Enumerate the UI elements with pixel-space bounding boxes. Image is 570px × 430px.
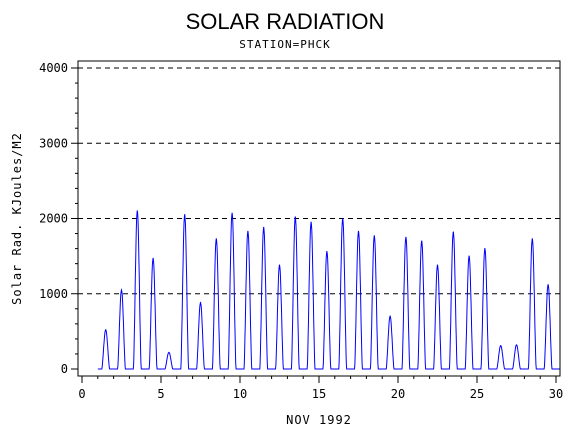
x-tick-label: 25 [470,387,484,401]
daily-peak-point [263,226,265,229]
chart-subtitle: STATION=PHCK [239,38,330,51]
daily-peak-point [294,216,296,218]
daily-peak-point [468,255,470,257]
daily-peak-point [168,351,170,354]
daily-peak-point [184,214,186,216]
daily-peak-point [136,210,138,212]
x-axis-label: NOV 1992 [286,413,352,427]
y-tick-label: 1000 [39,287,68,301]
daily-peak-point [531,238,533,240]
x-tick-label: 0 [78,387,85,401]
daily-peak-point [278,264,281,266]
daily-peak-point [484,248,486,250]
y-tick-label: 3000 [39,136,68,150]
daily-peak-point [421,240,423,242]
daily-peak-point [436,264,439,266]
daily-peak-point [547,284,549,286]
daily-peak-point [199,302,202,304]
daily-peak-point [247,230,249,232]
daily-peak-point [389,315,391,317]
series-line [97,210,560,370]
series-group [97,210,560,370]
x-axis: 0 5 10 15 20 25 30 [78,376,563,401]
daily-peak-point [342,217,344,220]
daily-peak-point [231,212,233,214]
y-axis-label: Solar Rad. KJoules/M2 [10,132,24,305]
daily-peak-point [357,230,360,232]
x-tick-label: 15 [312,387,326,401]
y-tick-label: 0 [61,362,68,376]
daily-peak-point [373,235,375,237]
y-tick-label: 4000 [39,61,68,75]
daily-peak-point [310,221,312,223]
daily-peak-point [105,329,107,331]
daily-peak-point [452,231,454,233]
daily-peak-point [326,251,328,253]
y-axis: 0 1000 2000 3000 4000 [39,61,78,376]
daily-peak-point [215,238,217,240]
daily-peak-point [120,289,123,291]
x-tick-label: 5 [157,387,164,401]
chart-title: SOLAR RADIATION [186,9,385,34]
x-tick-label: 20 [391,387,405,401]
x-tick-label: 30 [549,387,563,401]
daily-peak-point [152,257,154,259]
daily-peak-point [405,236,407,238]
grid-lines [78,67,560,295]
y-tick-label: 2000 [39,212,68,226]
daily-peak-point [515,344,518,346]
daily-peak-point [500,345,502,347]
x-tick-label: 10 [233,387,247,401]
